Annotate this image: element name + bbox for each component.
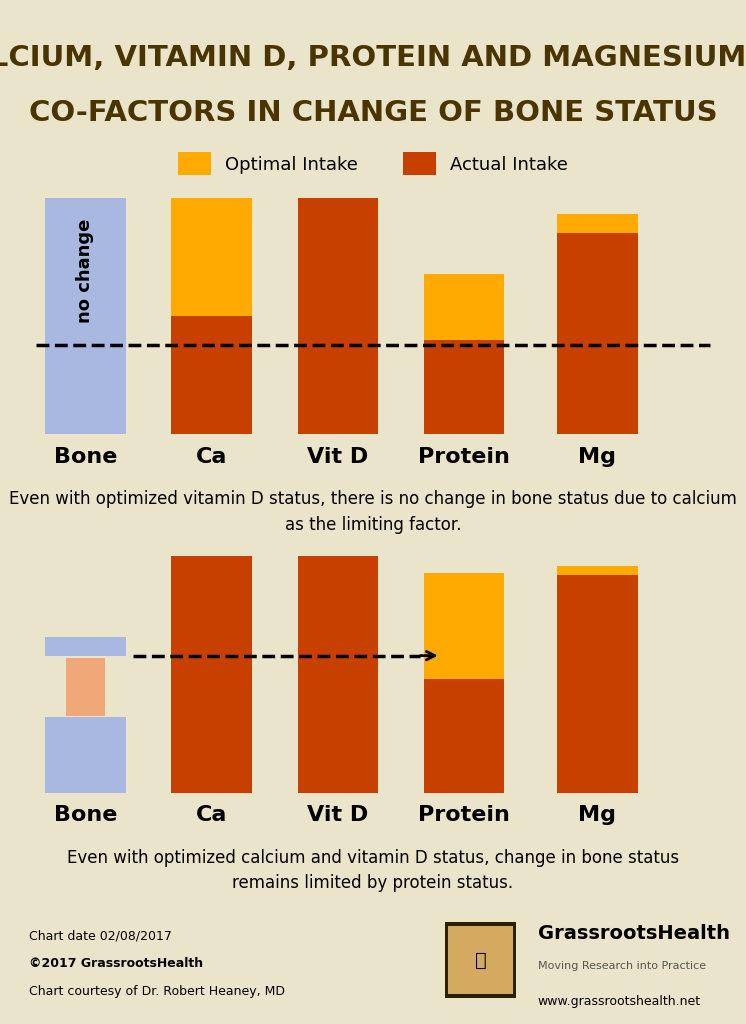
Bar [298,556,378,793]
Text: Mg: Mg [578,446,616,467]
Legend: Optimal Intake, Actual Intake: Optimal Intake, Actual Intake [171,145,575,182]
Bar [424,340,504,434]
Text: CALCIUM, VITAMIN D, PROTEIN AND MAGNESIUM AS: CALCIUM, VITAMIN D, PROTEIN AND MAGNESIU… [0,44,746,72]
Text: Bone: Bone [54,446,117,467]
Text: Even with optimized calcium and vitamin D status, change in bone status
remains : Even with optimized calcium and vitamin … [67,849,679,892]
Bar [172,316,252,434]
Bar [424,273,504,340]
Text: Bone: Bone [54,805,117,825]
Bar [448,926,513,994]
Bar [557,575,638,793]
Text: no change: no change [77,219,95,324]
Text: Chart courtesy of Dr. Robert Heaney, MD: Chart courtesy of Dr. Robert Heaney, MD [29,985,285,998]
Bar [424,679,504,793]
Bar [46,198,126,434]
Bar [557,565,638,575]
Bar [172,198,252,316]
Text: Ca: Ca [196,446,228,467]
Text: Moving Research into Practice: Moving Research into Practice [538,961,706,971]
Bar [424,572,504,679]
Text: Vit D: Vit D [307,805,369,825]
Text: Vit D: Vit D [307,446,369,467]
Bar [46,717,126,793]
Text: www.grassrootshealth.net: www.grassrootshealth.net [538,995,700,1009]
Bar [172,556,252,793]
Text: Chart date 02/08/2017: Chart date 02/08/2017 [29,930,172,943]
Text: ©2017 GrassrootsHealth: ©2017 GrassrootsHealth [29,957,204,971]
Bar [66,658,105,716]
Bar [46,637,126,655]
Text: GrassrootsHealth: GrassrootsHealth [538,924,730,943]
Text: Even with optimized vitamin D status, there is no change in bone status due to c: Even with optimized vitamin D status, th… [9,490,737,534]
Text: CO-FACTORS IN CHANGE OF BONE STATUS: CO-FACTORS IN CHANGE OF BONE STATUS [28,99,718,127]
Bar [557,233,638,434]
Text: Protein: Protein [419,805,510,825]
Text: Protein: Protein [419,446,510,467]
Bar [298,198,378,434]
Text: 🏛: 🏛 [474,950,486,970]
Bar [557,214,638,233]
Bar [445,922,516,998]
Text: Mg: Mg [578,805,616,825]
Text: Ca: Ca [196,805,228,825]
